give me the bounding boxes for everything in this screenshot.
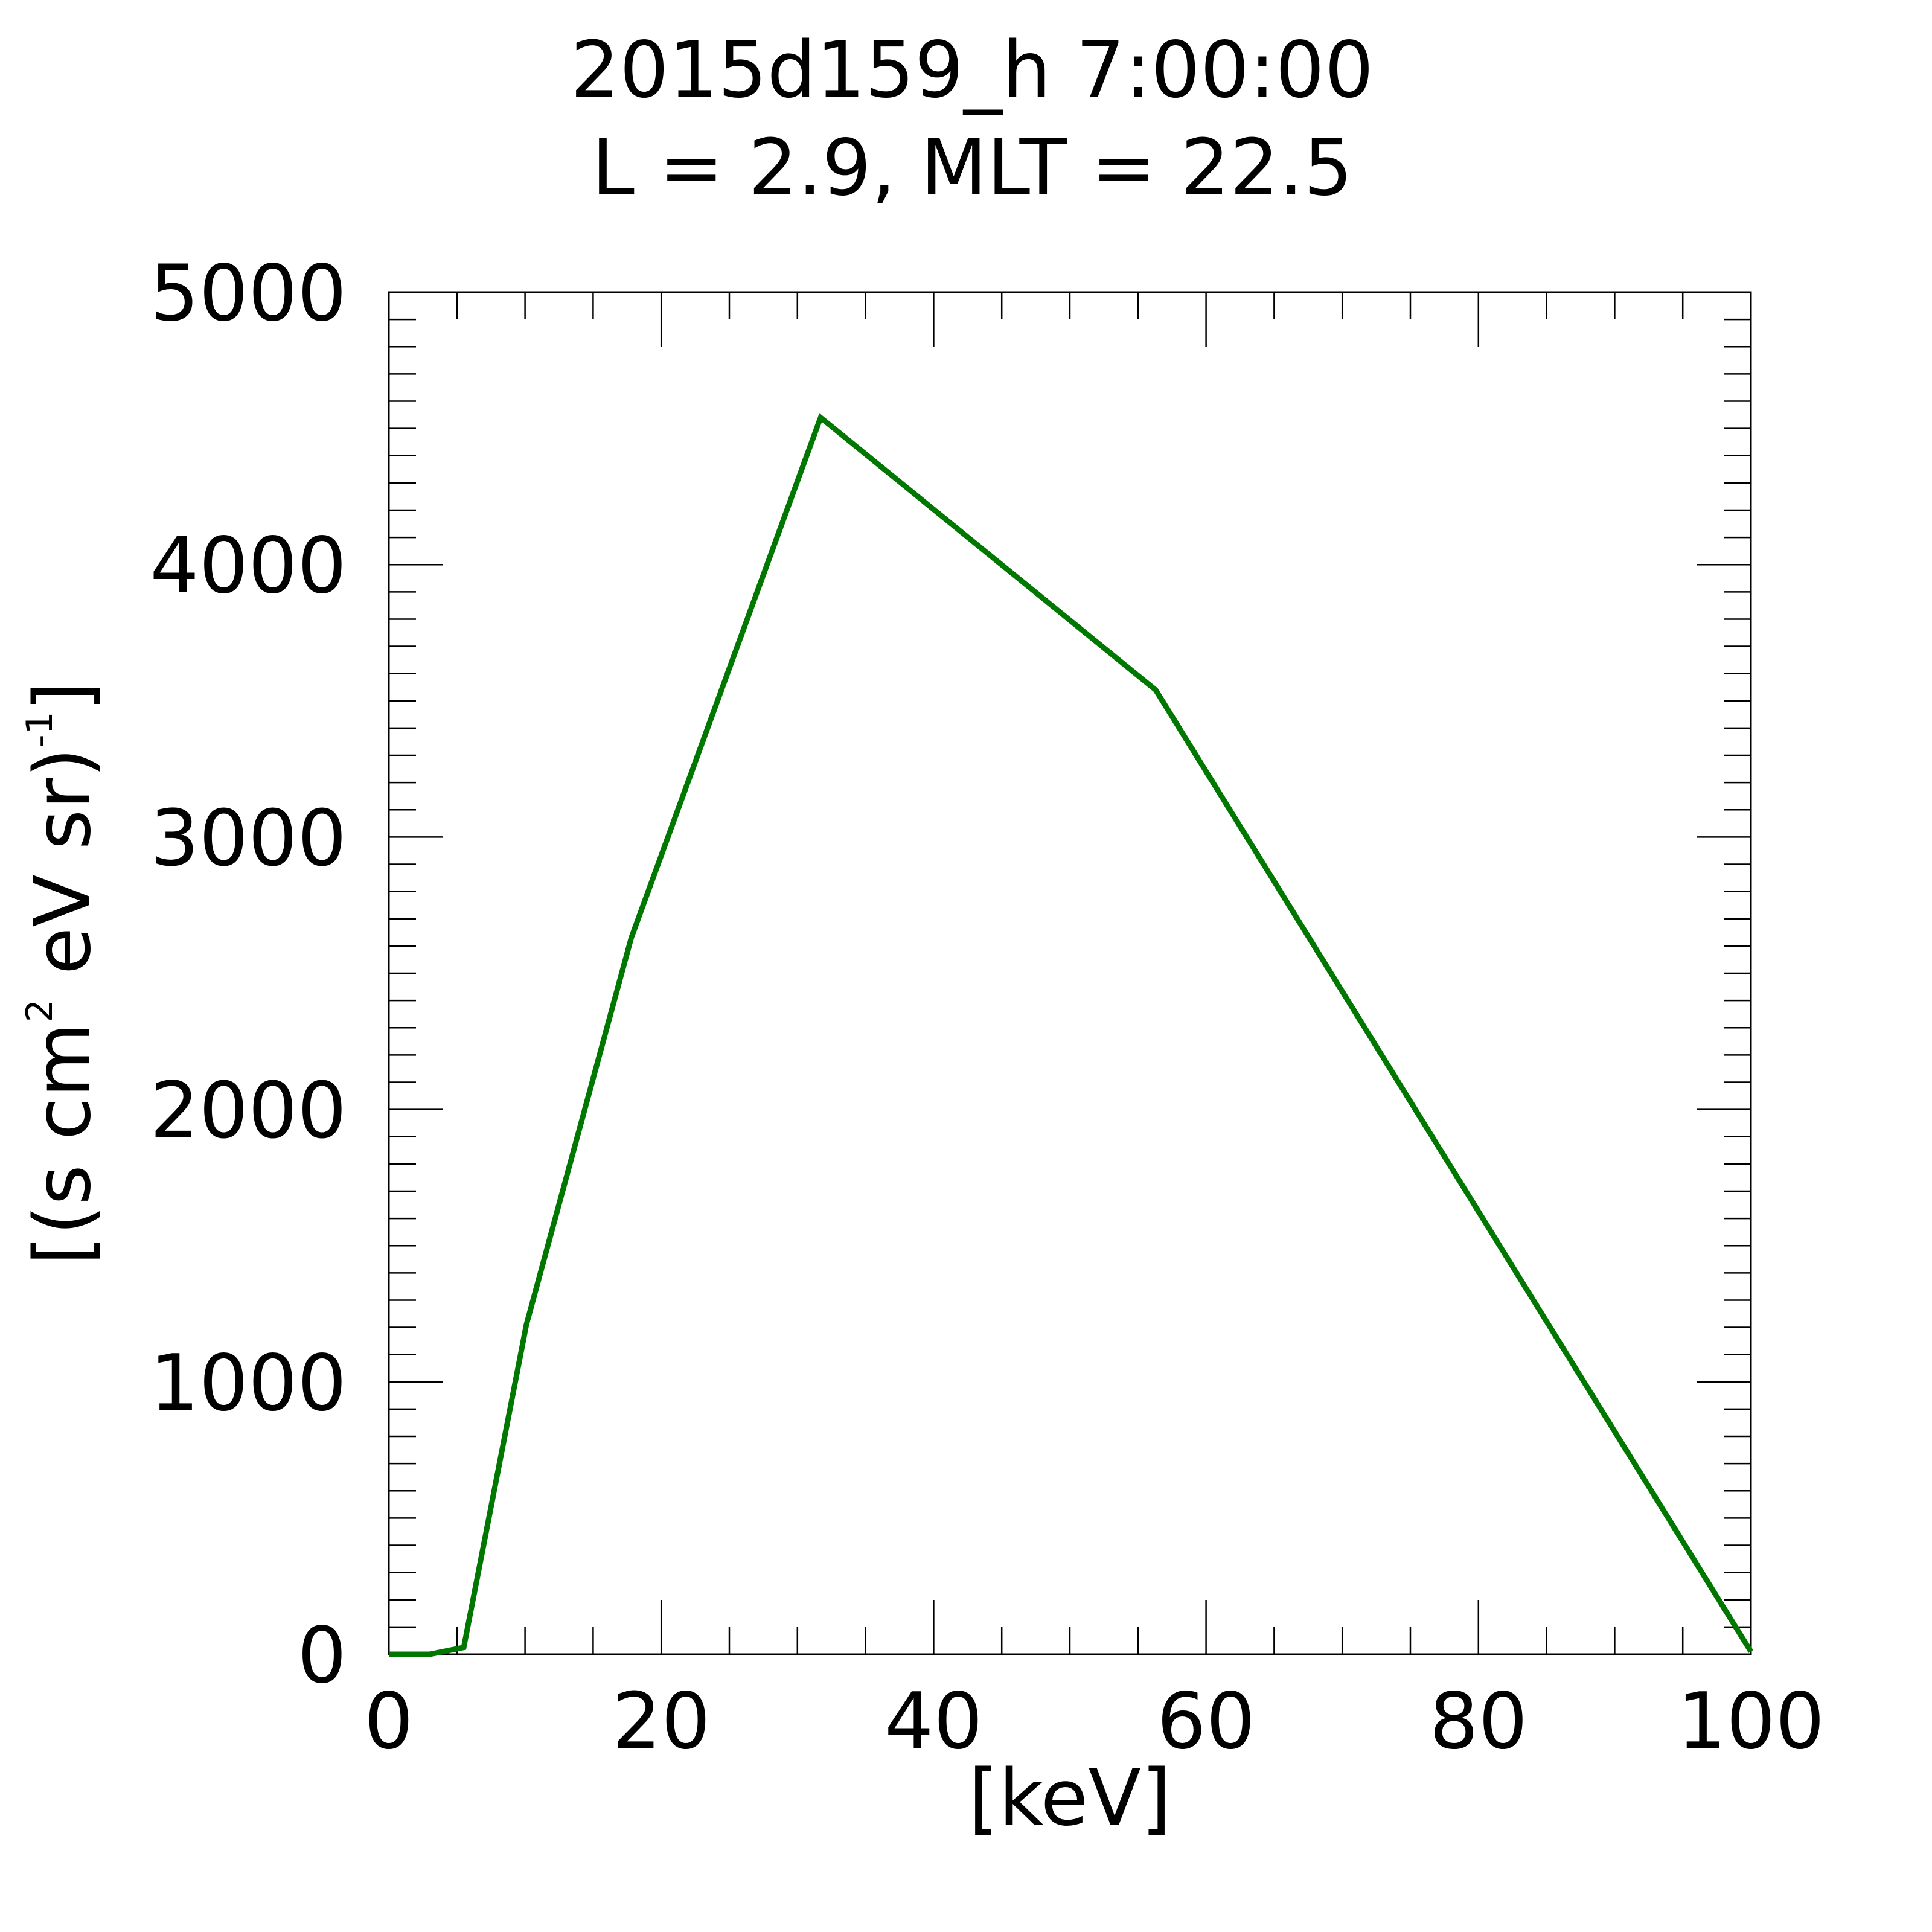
y-axis-label-superscript: -1 xyxy=(19,711,61,747)
y-tick-label: 3000 xyxy=(150,793,347,883)
x-tick-label: 60 xyxy=(1157,1677,1255,1767)
chart-title-line-1: 2015d159_h 7:00:00 xyxy=(571,25,1374,115)
y-tick-label: 5000 xyxy=(150,249,347,339)
chart-title-line-2: L = 2.9, MLT = 22.5 xyxy=(592,123,1353,213)
y-tick-label: 1000 xyxy=(150,1339,347,1428)
x-axis-label: [keV] xyxy=(968,1753,1171,1843)
y-axis-label-part: eV sr) xyxy=(18,747,108,999)
x-tick-label: 0 xyxy=(364,1677,413,1767)
axis-ticks xyxy=(388,291,1752,1655)
y-tick-labels: 0 1000 2000 3000 4000 5000 xyxy=(150,249,347,1701)
y-axis-label-part: ] xyxy=(18,681,108,711)
x-tick-labels: 0 20 40 60 80 100 xyxy=(364,1677,1825,1767)
y-tick-label: 2000 xyxy=(150,1066,347,1156)
y-axis-label-superscript: 2 xyxy=(19,999,61,1022)
x-tick-label: 40 xyxy=(884,1677,983,1767)
x-tick-label: 20 xyxy=(612,1677,711,1767)
y-tick-label: 0 xyxy=(298,1611,347,1701)
y-tick-label: 4000 xyxy=(150,521,347,611)
x-tick-label: 100 xyxy=(1677,1677,1825,1767)
plot-frame xyxy=(388,291,1752,1655)
series-line xyxy=(389,413,1753,1657)
x-tick-label: 80 xyxy=(1429,1677,1527,1767)
y-axis-label-part: [(s cm xyxy=(18,1022,108,1265)
y-axis-label: [(s cm2 eV sr)-1] xyxy=(18,681,108,1265)
